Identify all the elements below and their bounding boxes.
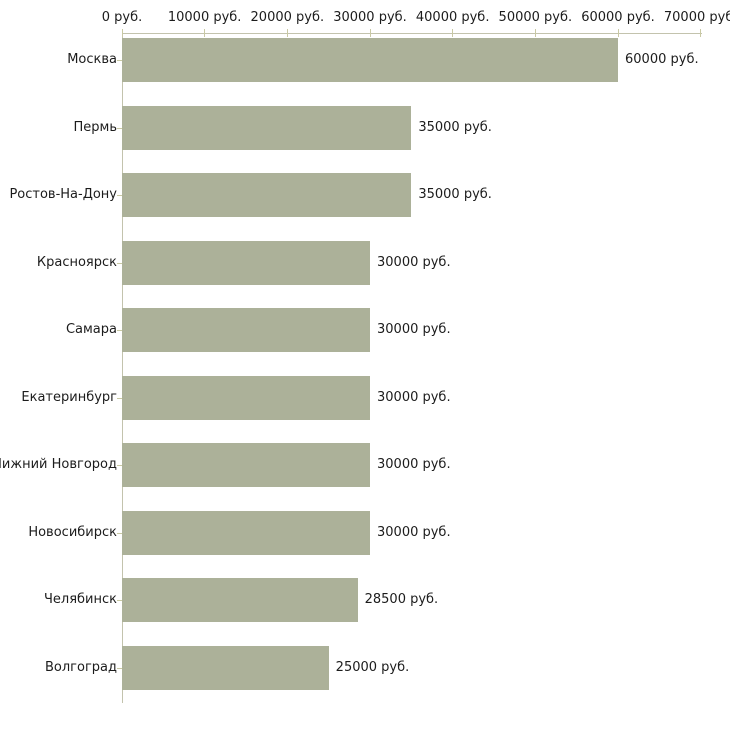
value-label: 30000 руб. <box>377 389 451 405</box>
category-label: Нижний Новгород <box>0 457 117 472</box>
category-label: Новосибирск <box>28 524 117 540</box>
category-label: Ростов-На-Дону <box>9 187 117 202</box>
category-label: Пермь <box>73 119 118 135</box>
value-label: 28500 руб. <box>364 592 439 607</box>
category-tick <box>117 465 122 466</box>
bar <box>122 308 370 352</box>
value-label: 60000 руб. <box>625 52 699 67</box>
value-label: 30000 руб. <box>377 254 451 270</box>
x-tick-mark <box>700 29 702 37</box>
x-tick-label: 40000 руб. <box>415 10 490 25</box>
x-tick-mark <box>286 29 288 37</box>
x-tick-label: 50000 руб. <box>498 10 573 25</box>
category-tick <box>117 600 122 601</box>
bar <box>122 38 619 82</box>
x-tick-label: 60000 руб. <box>581 10 655 25</box>
x-tick-label: 20000 руб. <box>250 10 325 25</box>
x-tick-mark <box>204 29 206 37</box>
category-tick <box>117 330 122 331</box>
x-tick-label: 0 руб. <box>101 10 143 25</box>
category-label: Екатеринбург <box>21 389 117 405</box>
x-tick-mark <box>121 29 123 37</box>
category-tick <box>117 532 122 534</box>
x-tick-mark <box>617 29 619 37</box>
category-tick <box>117 397 122 399</box>
category-label: Самара <box>65 322 117 337</box>
category-tick <box>117 262 122 264</box>
value-label: 35000 руб. <box>418 119 492 135</box>
y-axis-line <box>122 33 123 703</box>
category-tick <box>117 127 122 129</box>
x-tick-mark <box>452 29 454 37</box>
category-tick <box>117 195 122 196</box>
category-tick <box>117 60 122 61</box>
bar <box>122 240 370 285</box>
x-tick-mark <box>534 29 536 37</box>
bar <box>122 375 370 420</box>
category-label: Москва <box>67 52 117 67</box>
bar <box>122 173 412 217</box>
x-axis-line <box>122 33 702 34</box>
category-label: Красноярск <box>36 254 117 270</box>
x-tick-label: 10000 руб. <box>167 10 242 25</box>
bar <box>122 645 329 690</box>
bar <box>122 105 412 150</box>
x-tick-label: 30000 руб. <box>333 10 407 25</box>
x-tick-mark <box>369 29 371 37</box>
value-label: 35000 руб. <box>418 187 492 202</box>
bar <box>122 578 358 622</box>
value-label: 30000 руб. <box>377 457 451 472</box>
category-tick <box>117 667 122 669</box>
category-label: Челябинск <box>43 592 117 607</box>
category-label: Волгоград <box>44 659 117 675</box>
bar <box>122 510 370 555</box>
value-label: 25000 руб. <box>335 659 410 675</box>
value-label: 30000 руб. <box>377 322 451 337</box>
value-label: 30000 руб. <box>377 524 451 540</box>
x-tick-label: 70000 руб. <box>663 10 730 25</box>
bar <box>122 443 370 487</box>
